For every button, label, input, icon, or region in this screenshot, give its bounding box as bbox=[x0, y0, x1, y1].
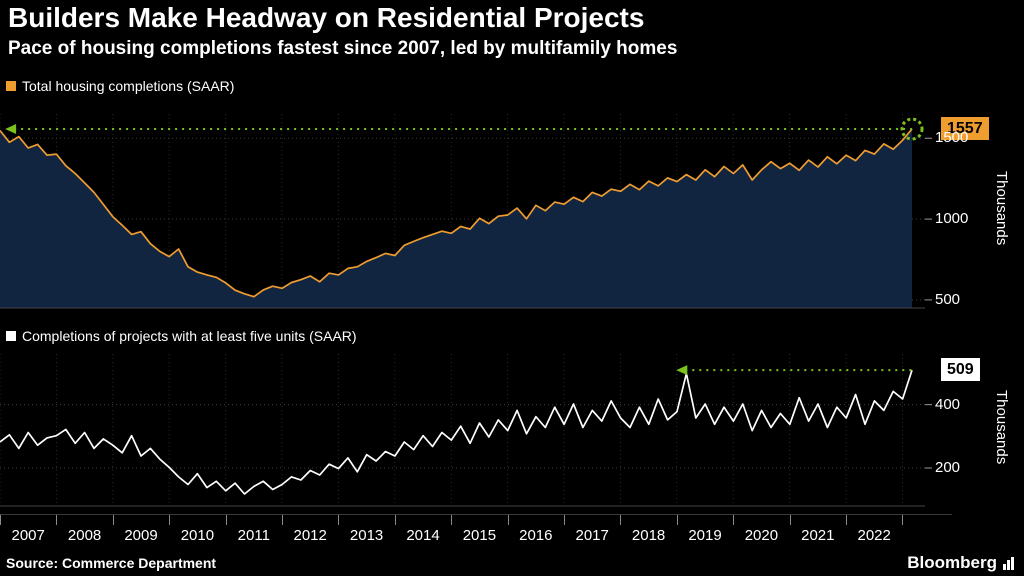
x-axis-tick bbox=[902, 515, 904, 525]
x-tick-label: 2022 bbox=[857, 527, 891, 544]
x-axis-tick bbox=[394, 515, 396, 525]
x-axis-tick bbox=[733, 515, 735, 525]
x-tick-label: 2017 bbox=[575, 527, 609, 544]
x-tick-label: 2009 bbox=[124, 527, 158, 544]
chart-five-unit-completions bbox=[0, 348, 952, 516]
x-tick-label: 2011 bbox=[237, 527, 270, 544]
latest-value-badge-multifamily: 509 bbox=[941, 358, 980, 381]
x-tick-label: 2016 bbox=[519, 527, 553, 544]
x-tick-label: 2021 bbox=[801, 527, 835, 544]
x-axis-tick bbox=[0, 515, 1, 525]
x-tick-label: 2019 bbox=[688, 527, 722, 544]
legend-label: Completions of projects with at least fi… bbox=[22, 328, 357, 344]
x-axis-tick bbox=[112, 515, 114, 525]
legend-total-completions: Total housing completions (SAAR) bbox=[6, 78, 234, 94]
x-tick-label: 2008 bbox=[67, 527, 102, 544]
end-marker-circle-icon bbox=[900, 117, 924, 141]
area-fill bbox=[0, 129, 912, 308]
legend-label: Total housing completions (SAAR) bbox=[22, 78, 235, 94]
x-tick-label: 2014 bbox=[406, 527, 440, 544]
bloomberg-chart-icon bbox=[1002, 556, 1014, 570]
reference-arrow-icon bbox=[5, 124, 17, 135]
x-axis-tick bbox=[846, 515, 847, 525]
x-axis-tick bbox=[789, 515, 791, 525]
reference-arrow-icon bbox=[676, 365, 688, 376]
series-line bbox=[0, 369, 913, 495]
y-tick-label: 400 bbox=[935, 395, 961, 413]
x-tick-label: 2010 bbox=[180, 527, 215, 544]
chart-total-completions bbox=[0, 96, 952, 318]
page-title: Builders Make Headway on Residential Pro… bbox=[8, 2, 645, 33]
x-tick-label: 2015 bbox=[462, 527, 497, 544]
x-axis-tick bbox=[564, 515, 565, 525]
x-axis-tick bbox=[676, 515, 678, 525]
bloomberg-logo: Bloomberg bbox=[907, 553, 1014, 573]
x-axis-tick bbox=[338, 515, 340, 525]
x-axis-tick bbox=[620, 515, 622, 525]
x-tick-label: 2020 bbox=[744, 527, 779, 544]
x-axis-tick bbox=[507, 515, 509, 525]
y-axis-title: Thousands bbox=[993, 390, 1010, 465]
page-subtitle: Pace of housing completions fastest sinc… bbox=[8, 38, 678, 59]
legend-swatch-white bbox=[6, 331, 16, 341]
total-completions-plot bbox=[0, 114, 932, 309]
y-axis-title: Thousands bbox=[993, 171, 1010, 246]
y-tick-label: 500 bbox=[935, 290, 961, 308]
latest-value-badge-total: 1557 bbox=[941, 117, 989, 140]
x-axis-tick bbox=[225, 515, 227, 525]
x-tick-label: 2018 bbox=[631, 527, 666, 544]
x-axis-tick bbox=[169, 515, 171, 525]
five-unit-completions-plot bbox=[0, 354, 932, 507]
y-tick-label: 1000 bbox=[935, 210, 969, 228]
y-tick-label: 200 bbox=[935, 459, 961, 476]
series-line bbox=[0, 128, 913, 298]
legend-five-unit-completions: Completions of projects with at least fi… bbox=[6, 328, 357, 344]
x-tick-label: 2012 bbox=[293, 527, 327, 544]
y-tick-label: 1500 bbox=[935, 129, 969, 147]
legend-swatch-orange bbox=[6, 81, 16, 91]
x-axis: 2007 2008 2009 2010 2011 2012 2013 2014 2015 2016… bbox=[0, 514, 952, 551]
bloomberg-wordmark: Bloomberg bbox=[907, 553, 997, 572]
source-attribution: Source: Commerce Department bbox=[6, 555, 217, 571]
x-tick-label: 2007 bbox=[11, 527, 45, 544]
x-axis-tick bbox=[451, 515, 453, 525]
x-axis-tick bbox=[56, 515, 58, 525]
x-axis-tick bbox=[282, 515, 283, 525]
footer-bar: Source: Commerce Department Bloomberg bbox=[0, 550, 1024, 576]
x-tick-label: 2013 bbox=[349, 527, 384, 544]
